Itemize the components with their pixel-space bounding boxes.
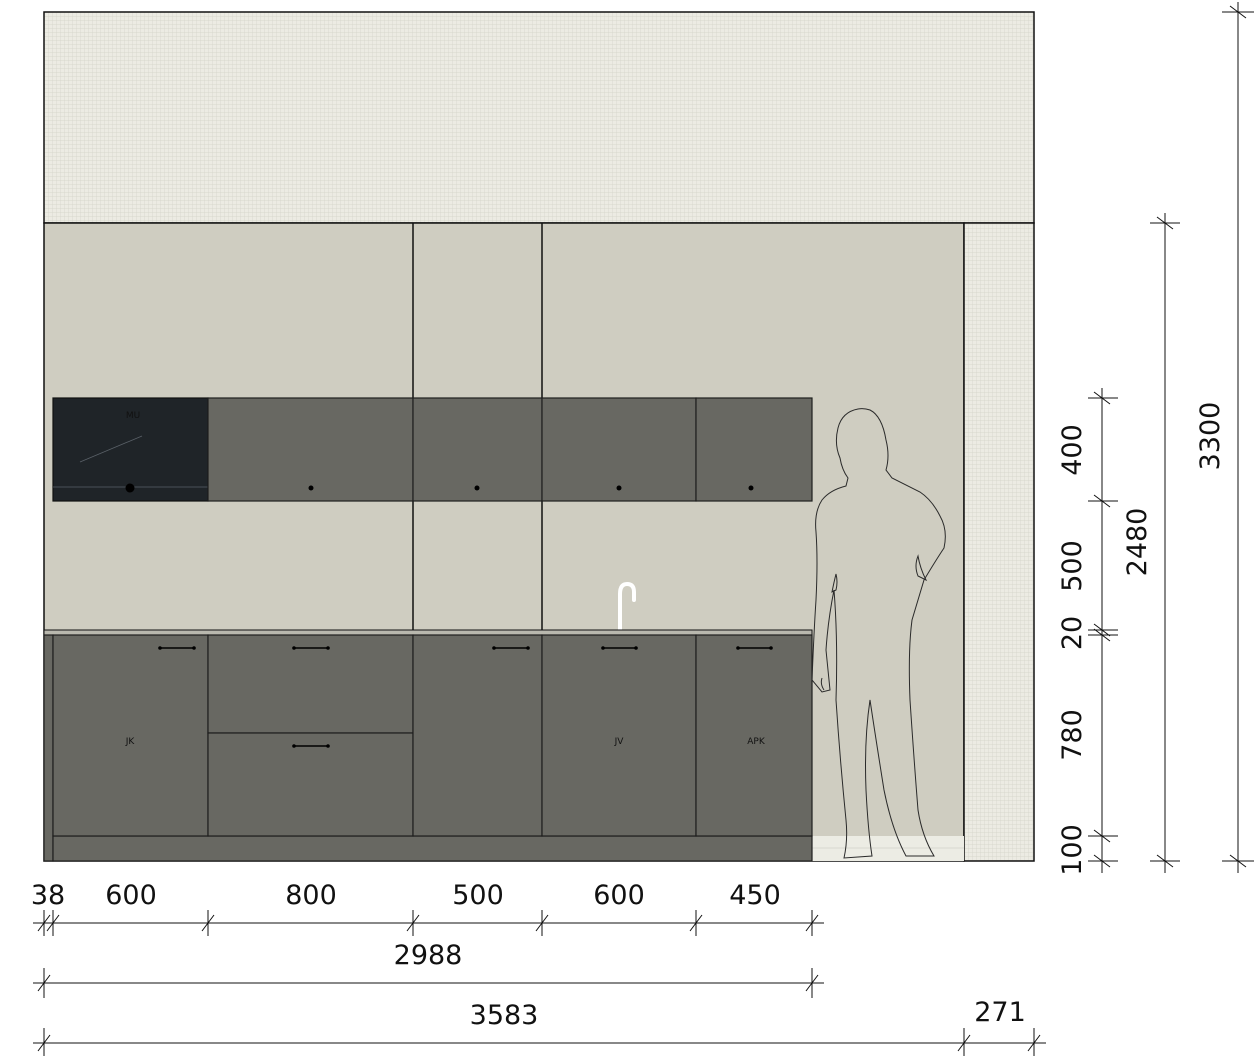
base-cabinet-1	[52, 634, 209, 837]
base-handle-3-icon	[492, 646, 530, 650]
microwave-label: MU	[126, 411, 140, 421]
base-cabinet-5-label: APK	[747, 737, 766, 747]
person-arm-detail	[820, 554, 928, 691]
base-cabinet-5	[695, 634, 813, 837]
person-silhouette-icon	[811, 408, 946, 859]
upper-cabinet-5	[695, 397, 813, 502]
base-side-panel	[43, 634, 54, 862]
dim-right-column: 271	[974, 997, 1026, 1028]
base-handle-drawer-icon	[292, 744, 330, 748]
upper-cabinet-2	[207, 397, 414, 502]
microwave-glass-reflection	[79, 435, 143, 463]
upper-cabinet-3	[412, 397, 543, 502]
base-cabinets: JK JV APK	[43, 634, 813, 862]
dim-v-500: 500	[1057, 540, 1088, 592]
base-drawer-top	[207, 634, 414, 734]
base-handle-2-icon	[292, 646, 330, 650]
dim-v-20: 20	[1057, 616, 1088, 650]
upper-knob-2-icon	[308, 485, 314, 491]
base-drawer-bottom	[207, 732, 414, 837]
dim-h-500: 500	[452, 880, 504, 911]
faucet-icon	[618, 581, 636, 632]
base-cabinet-4-label: JV	[614, 737, 625, 747]
countertop	[43, 629, 813, 636]
dim-v-100: 100	[1057, 824, 1088, 876]
dim-h-450: 450	[729, 880, 781, 911]
base-cabinet-4	[541, 634, 697, 837]
upper-knob-4-icon	[616, 485, 622, 491]
base-plinth	[52, 835, 813, 862]
upper-knob-3-icon	[474, 485, 480, 491]
ceiling-bulkhead	[43, 11, 1035, 224]
dim-h-800: 800	[285, 880, 337, 911]
upper-cabinet-4	[541, 397, 697, 502]
base-cabinet-3	[412, 634, 543, 837]
dim-wall-width: 3583	[470, 1000, 539, 1031]
base-cabinet-1-label: JK	[125, 737, 136, 747]
dim-v-400: 400	[1057, 424, 1088, 476]
dim-v-2480: 2480	[1122, 508, 1153, 577]
upper-cabinets: MU	[52, 397, 813, 502]
dim-cabinet-total: 2988	[394, 940, 463, 971]
microwave-knob-icon	[125, 483, 135, 493]
dim-h-600b: 600	[593, 880, 645, 911]
base-handle-1-icon	[158, 646, 196, 650]
dim-h-600a: 600	[105, 880, 157, 911]
base-handle-4-icon	[601, 646, 638, 650]
dim-h-38: 38	[31, 880, 65, 911]
base-handle-5-icon	[736, 646, 773, 650]
upper-knob-5-icon	[748, 485, 754, 491]
right-column	[963, 222, 1035, 862]
dim-v-3300: 3300	[1195, 402, 1226, 471]
dim-v-780: 780	[1057, 709, 1088, 761]
dimension-annotations	[33, 2, 1254, 1056]
